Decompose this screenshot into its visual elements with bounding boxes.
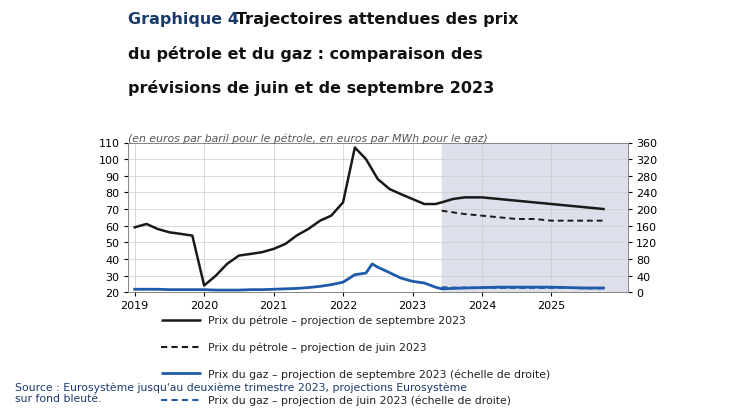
Bar	[442, 143, 628, 292]
Text: Trajectoires attendues des prix: Trajectoires attendues des prix	[236, 12, 518, 27]
Text: Prix du gaz – projection de juin 2023 (échelle de droite): Prix du gaz – projection de juin 2023 (é…	[208, 395, 511, 405]
Text: du pétrole et du gaz : comparaison des: du pétrole et du gaz : comparaison des	[128, 46, 483, 62]
Text: Graphique 4 :: Graphique 4 :	[128, 12, 256, 27]
Text: Prix du gaz – projection de septembre 2023 (échelle de droite): Prix du gaz – projection de septembre 20…	[208, 368, 550, 379]
Text: Prix du pétrole – projection de septembre 2023: Prix du pétrole – projection de septembr…	[208, 315, 466, 326]
Text: (en euros par baril pour le pétrole, en euros par MWh pour le gaz): (en euros par baril pour le pétrole, en …	[128, 133, 488, 144]
Text: Prix du pétrole – projection de juin 2023: Prix du pétrole – projection de juin 202…	[208, 342, 426, 352]
Text: prévisions de juin et de septembre 2023: prévisions de juin et de septembre 2023	[128, 79, 494, 95]
Text: Source : Eurosystème jusqu'au deuxième trimestre 2023, projections Eurosystème
s: Source : Eurosystème jusqu'au deuxième t…	[15, 381, 466, 403]
